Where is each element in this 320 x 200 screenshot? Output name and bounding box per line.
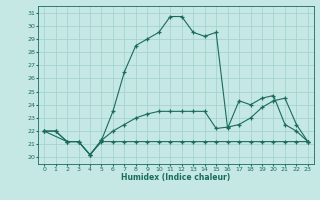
X-axis label: Humidex (Indice chaleur): Humidex (Indice chaleur) bbox=[121, 173, 231, 182]
